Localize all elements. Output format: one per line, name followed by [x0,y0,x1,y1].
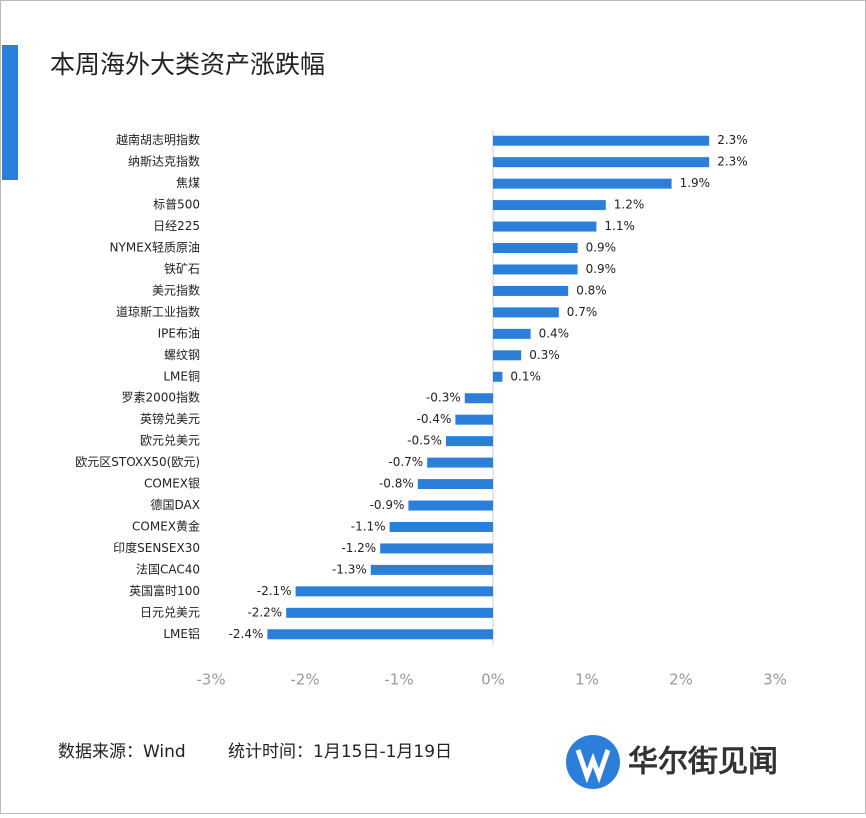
y-tick-label: 日经225 [153,219,200,233]
bar [493,307,559,318]
y-tick-label: 越南胡志明指数 [116,132,200,147]
y-tick-label: LME铝 [163,626,200,641]
bar [493,243,578,254]
y-tick-label: 英镑兑美元 [140,411,200,426]
bar [446,436,493,447]
y-tick-label: NYMEX轻质原油 [110,241,200,255]
y-tick-label: COMEX黄金 [132,518,200,533]
y-tick-label: 欧元兑美元 [140,434,200,448]
value-label: -2.4% [229,627,264,641]
value-label: 0.4% [539,326,570,340]
value-label: -0.3% [426,391,461,405]
y-tick-label: 德国DAX [151,497,200,512]
y-tick-label: 法国CAC40 [136,562,200,576]
source: 数据来源：Wind [58,742,186,762]
bar [493,371,503,382]
value-label: 0.8% [576,283,607,297]
value-label: 2.3% [717,133,748,147]
value-label: 1.2% [614,198,645,212]
y-tick-label: 英国富时100 [129,583,200,598]
y-tick-label: 日元兑美元 [140,605,200,619]
x-tick-label: 2% [669,671,693,689]
bar [380,543,493,554]
value-label: 1.9% [680,176,711,190]
value-label: 0.1% [510,369,541,383]
bar [267,629,493,640]
bar [417,479,493,490]
value-label: -0.9% [370,498,405,512]
bar [295,586,493,597]
y-tick-label: 焦煤 [176,176,200,190]
period: 统计时间：1月15日-1月19日 [228,742,452,762]
bar [493,178,672,189]
y-tick-label: 印度SENSEX30 [113,540,200,555]
y-tick-label: IPE布油 [158,326,200,340]
x-tick-label: -3% [196,671,225,689]
bar [464,393,493,404]
value-label: 0.3% [529,348,560,362]
bar [493,221,597,232]
y-tick-label: 罗素2000指数 [121,390,200,405]
bar [389,521,493,532]
x-tick-label: 1% [575,671,599,689]
y-tick-label: 铁矿石 [164,262,200,276]
value-label: -1.1% [351,519,386,533]
bar [427,457,493,468]
value-label: 2.3% [717,155,748,169]
x-tick-label: 3% [763,671,787,689]
chart-title: 本周海外大类资产涨跌幅 [50,50,325,79]
value-label: 0.9% [586,262,617,276]
bar [493,264,578,275]
bar [493,328,531,339]
y-tick-label: 螺纹钢 [164,348,200,362]
bar [493,157,710,168]
y-tick-label: 欧元区STOXX50(欧元) [75,455,200,469]
y-tick-label: 美元指数 [152,282,200,297]
bar [286,607,493,618]
x-tick-label: -1% [384,671,413,689]
y-tick-label: 标普500 [153,198,200,212]
logo-mark [575,749,611,784]
value-label: 0.9% [586,241,617,255]
bar [493,285,569,296]
value-label: 1.1% [604,219,635,233]
value-label: -1.2% [341,541,376,555]
x-tick-label: 0% [481,671,505,689]
bar [408,500,493,511]
x-tick-label: -2% [290,671,319,689]
value-label: -0.4% [417,412,452,426]
logo-text: 华尔街见闻 [628,745,778,780]
value-label: -2.1% [257,584,292,598]
y-tick-label: 纳斯达克指数 [128,154,200,169]
y-tick-label: LME铜 [163,368,200,383]
y-tick-label: COMEX银 [144,477,200,491]
bar [455,414,493,425]
value-label: -0.8% [379,477,414,491]
bar [370,564,493,575]
value-label: -0.7% [388,455,423,469]
value-label: -0.5% [407,434,442,448]
value-label: 0.7% [567,305,598,319]
bar [493,200,606,211]
bar [493,135,710,146]
y-tick-label: 道琼斯工业指数 [116,304,200,319]
value-label: -1.3% [332,562,367,576]
accent-bar [2,45,18,180]
value-label: -2.2% [247,605,282,619]
bar [493,350,522,361]
